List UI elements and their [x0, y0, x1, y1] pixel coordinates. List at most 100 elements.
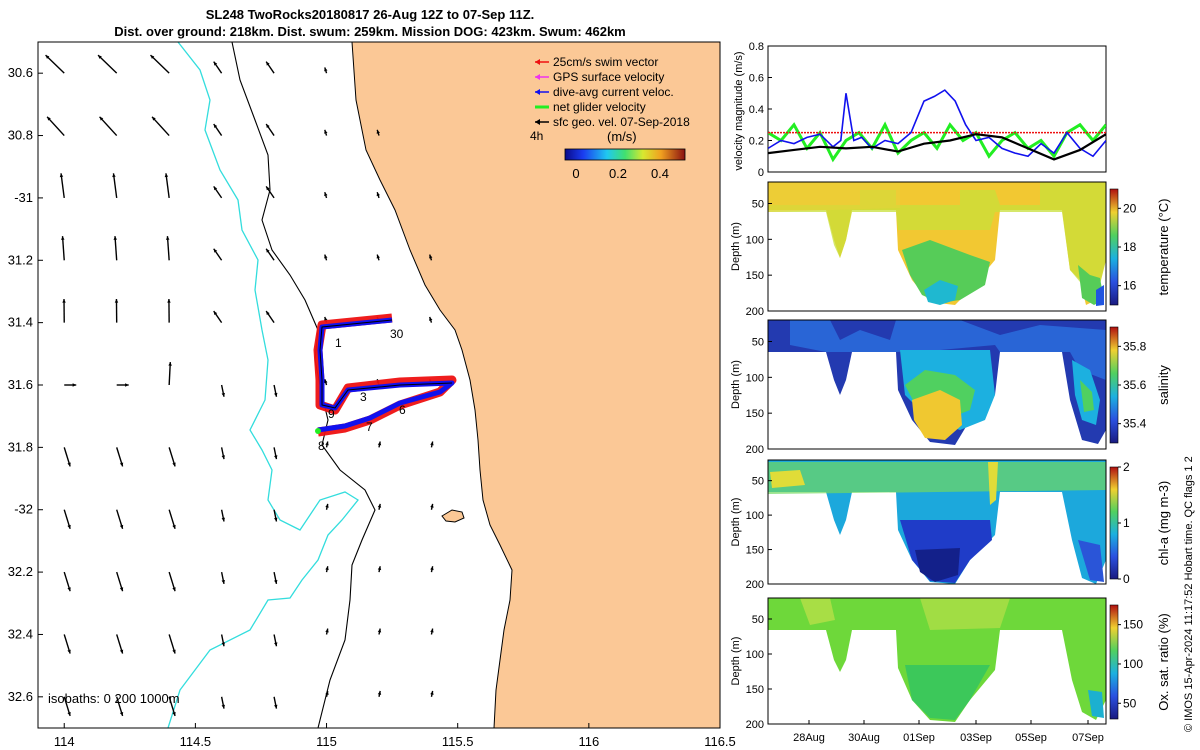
depth-axis-label: Depth (m)	[730, 222, 742, 271]
velocity-vector-head	[324, 379, 328, 384]
velocity-vector-head	[266, 186, 270, 191]
track-label: 6	[399, 403, 406, 417]
velocity-vector-head	[119, 524, 124, 529]
colorbar-tick: 0.4	[651, 166, 669, 181]
temperature-heatmap	[768, 182, 1106, 306]
velocity-vector-head	[429, 254, 433, 259]
velocity-vector-head	[325, 566, 329, 571]
surface-velocity-vectors	[45, 54, 434, 717]
velocity-vector-head	[274, 455, 278, 460]
velocity-y-tick-label: 0.8	[749, 41, 764, 53]
map-y-tick-label: -32	[14, 502, 33, 517]
colorbar-tick: 0.2	[609, 166, 627, 181]
figure-title: SL248 TwoRocks20180817 26-Aug 12Z to 07-…	[40, 6, 700, 40]
depth-tick-label: 50	[752, 199, 764, 211]
legend-dive-current: dive-avg current veloc.	[553, 85, 674, 99]
velocity-vector-head	[62, 299, 66, 303]
velocity-vector-head	[213, 123, 218, 128]
velocity-vector-head	[221, 642, 225, 647]
legend-swim-vector: 25cm/s swim vector	[553, 55, 658, 69]
rottnest-island	[441, 509, 465, 523]
velocity-vector-head	[274, 392, 278, 397]
velocity-vector-head	[430, 566, 434, 571]
colorbar-tick-label: 0	[1123, 572, 1130, 586]
velocity-vector-head	[430, 441, 434, 446]
time-tick-label: 03Sep	[960, 732, 992, 744]
map-x-tick-label: 116	[578, 734, 599, 749]
chla-panel	[767, 459, 1119, 585]
velocity-vector-head	[325, 628, 329, 633]
velocity-vector-head	[67, 711, 71, 716]
velocity-vector-head	[72, 383, 77, 387]
velocity-y-ticks: 0 0.2 0.4 0.6 0.8	[749, 41, 772, 179]
velocity-vector-head	[67, 462, 71, 467]
depth-tick-label: 50	[752, 476, 764, 488]
colorbar-tick-label: 2	[1123, 460, 1130, 474]
depth-axis-label: Depth (m)	[730, 360, 742, 409]
velocity-series-line	[768, 89, 1106, 158]
velocity-vector	[46, 116, 65, 137]
velocity-panel: 0 0.2 0.4 0.6 0.8 velocity magnitude (m/s)	[733, 41, 1107, 179]
velocity-vector-head	[324, 129, 328, 134]
depth-tick-label: 150	[746, 545, 764, 557]
colorbar-label: chl-a (mg m-3)	[1156, 481, 1171, 566]
colorbar-tick-label: 50	[1123, 696, 1137, 710]
net-velocity-start	[315, 428, 321, 434]
colorbar-label: Ox. sat. ratio (%)	[1156, 613, 1171, 711]
depth-axis-label: Depth (m)	[730, 637, 742, 686]
velocity-vector-head	[221, 392, 225, 397]
velocity-vector-head	[266, 248, 270, 253]
velocity-vector-head	[221, 517, 225, 522]
velocity-vector-head	[152, 116, 156, 121]
velocity-y-tick-label: 0	[758, 167, 764, 179]
velocity-vector-head	[324, 67, 328, 72]
velocity-vector-head	[213, 311, 218, 316]
velocity-vector-head	[172, 711, 176, 716]
depth-tick-label: 100	[746, 510, 764, 522]
map-y-tick-label: 31.8	[8, 439, 33, 454]
velocity-vector	[151, 116, 170, 137]
velocity-y-tick-label: 0.6	[749, 73, 764, 85]
velocity-vector-head	[119, 587, 124, 592]
credit-line: © IMOS 15-Apr-2024 11:17:52 Hobart time.…	[1183, 456, 1195, 732]
map-legend: 25cm/s swim vector GPS surface velocity …	[530, 55, 690, 181]
velocity-series-line	[768, 133, 1106, 161]
title-line-1: SL248 TwoRocks20180817 26-Aug 12Z to 07-…	[205, 7, 535, 22]
velocity-vector-head	[376, 129, 380, 134]
velocity-vector	[165, 173, 170, 198]
velocity-series-line	[768, 121, 1106, 163]
velocity-vector-head	[119, 711, 124, 716]
depth-tick-label: 100	[746, 649, 764, 661]
velocity-vector-head	[98, 55, 102, 59]
velocity-vector	[150, 54, 170, 74]
map-x-tick-label: 114.5	[180, 734, 212, 749]
velocity-vector-head	[112, 173, 116, 178]
colorbar-tick-label: 1	[1123, 516, 1130, 530]
time-tick-label: 28Aug	[793, 732, 825, 744]
velocity-vector-head	[274, 517, 278, 522]
track-label: 3	[360, 390, 367, 404]
map-y-ticks: 30.6 30.8 -31 31.2 31.4 31.6 31.8 -32 32.2 32.4 32…	[8, 65, 43, 704]
velocity-vector-head	[325, 441, 329, 446]
chla-heatmap	[768, 460, 1106, 584]
sfc-geo-track	[319, 319, 453, 409]
velocity-vector-head	[99, 116, 104, 121]
colorbar-tick: 0	[572, 166, 579, 181]
velocity-vector-head	[213, 248, 218, 253]
velocity-vector-head	[325, 503, 329, 508]
velocity-vector	[45, 54, 65, 74]
time-tick-label: 07Sep	[1072, 732, 1104, 744]
velocity-vector-head	[172, 649, 176, 654]
legend-sfc-geo: sfc geo. vel. 07-Sep-2018	[553, 115, 690, 129]
track-label: 30	[390, 327, 404, 341]
velocity-ylabel: velocity magnitude (m/s)	[733, 51, 745, 170]
velocity-vector-head	[221, 455, 225, 460]
velocity-vector-head	[213, 186, 218, 191]
velocity-vector-head	[114, 299, 119, 303]
isobath-label: isobaths: 0 200 1000m	[48, 691, 180, 706]
velocity-vector-head	[168, 362, 172, 366]
velocity-vector-head	[429, 316, 433, 321]
velocity-vector-head	[67, 587, 71, 592]
velocity-vector-head	[167, 299, 171, 303]
map-y-tick-label: 31.2	[8, 252, 33, 267]
